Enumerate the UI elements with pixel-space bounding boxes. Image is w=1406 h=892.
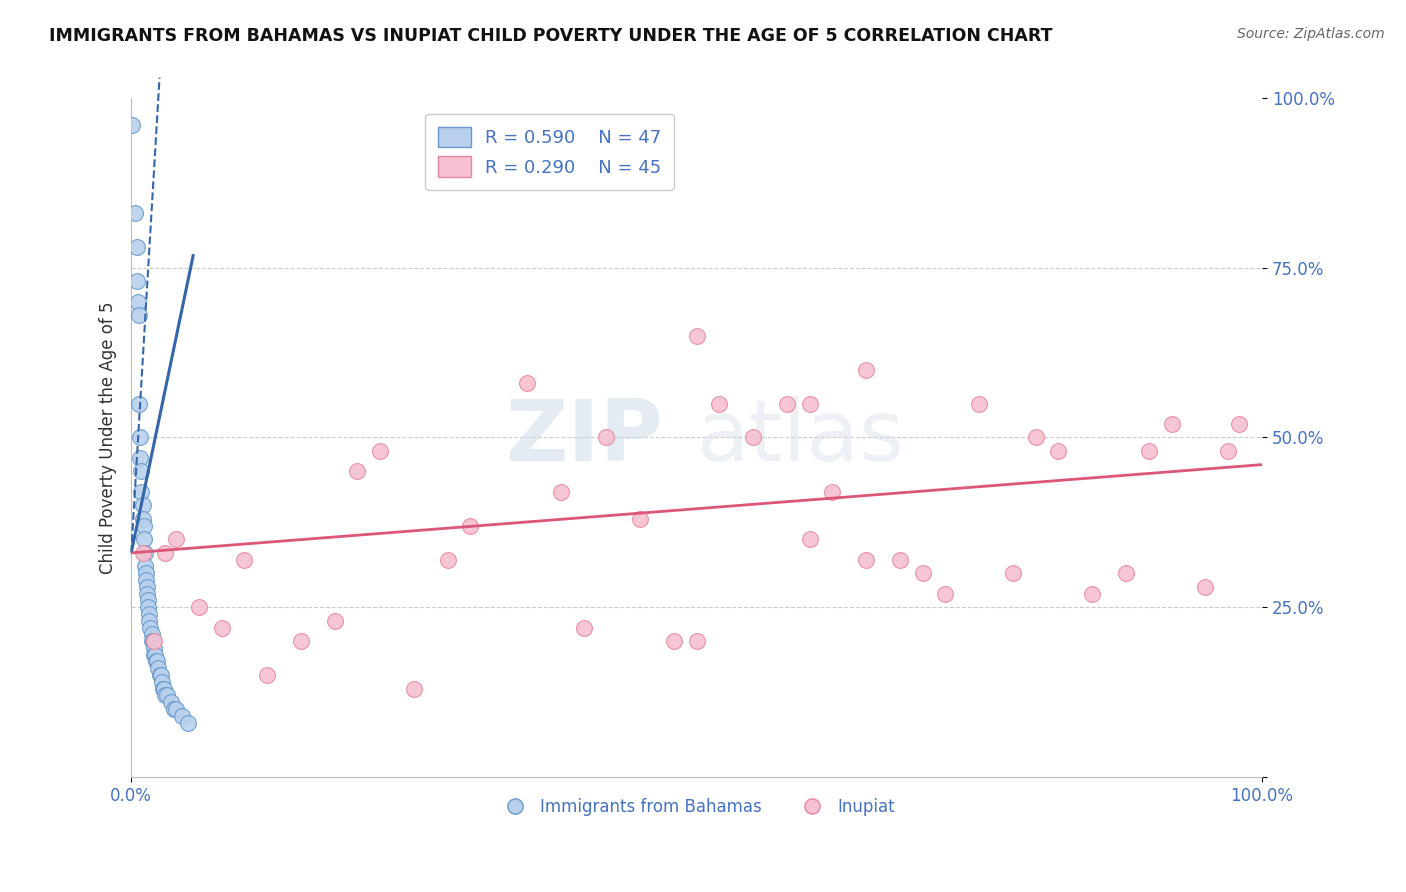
Point	[1025, 430, 1047, 444]
Point	[145, 655, 167, 669]
Point	[129, 430, 152, 444]
Point	[1229, 417, 1251, 431]
Point	[1216, 444, 1239, 458]
Point	[346, 464, 368, 478]
Point	[149, 668, 172, 682]
Point	[141, 627, 163, 641]
Point	[148, 668, 170, 682]
Point	[166, 702, 188, 716]
Point	[136, 586, 159, 600]
Point	[135, 566, 157, 581]
Point	[628, 512, 651, 526]
Point	[1137, 444, 1160, 458]
Point	[131, 484, 153, 499]
Point	[125, 240, 148, 254]
Point	[150, 674, 173, 689]
Point	[163, 702, 186, 716]
Point	[776, 396, 799, 410]
Point	[153, 689, 176, 703]
Point	[188, 600, 211, 615]
Point	[136, 593, 159, 607]
Point	[131, 464, 153, 478]
Point	[153, 681, 176, 696]
Point	[233, 552, 256, 566]
Point	[889, 552, 911, 566]
Point	[685, 328, 707, 343]
Point	[572, 621, 595, 635]
Point	[1115, 566, 1137, 581]
Point	[662, 634, 685, 648]
Point	[1160, 417, 1182, 431]
Point	[685, 634, 707, 648]
Point	[709, 396, 731, 410]
Point	[177, 715, 200, 730]
Point	[159, 695, 181, 709]
Point	[1194, 580, 1216, 594]
Point	[172, 708, 194, 723]
Point	[141, 634, 163, 648]
Text: ZIP: ZIP	[505, 396, 662, 479]
Point	[855, 552, 877, 566]
Text: IMMIGRANTS FROM BAHAMAS VS INUPIAT CHILD POVERTY UNDER THE AGE OF 5 CORRELATION : IMMIGRANTS FROM BAHAMAS VS INUPIAT CHILD…	[49, 27, 1053, 45]
Point	[132, 518, 155, 533]
Point	[131, 546, 153, 560]
Point	[148, 661, 170, 675]
Point	[153, 546, 176, 560]
Point	[125, 274, 148, 288]
Point	[368, 444, 391, 458]
Point	[742, 430, 765, 444]
Point	[595, 430, 617, 444]
Point	[969, 396, 991, 410]
Point	[437, 552, 460, 566]
Text: Source: ZipAtlas.com: Source: ZipAtlas.com	[1237, 27, 1385, 41]
Point	[934, 586, 956, 600]
Point	[134, 559, 156, 574]
Point	[129, 450, 152, 465]
Text: atlas: atlas	[696, 396, 904, 479]
Point	[124, 206, 146, 220]
Point	[402, 681, 425, 696]
Point	[323, 614, 346, 628]
Point	[136, 580, 159, 594]
Point	[290, 634, 312, 648]
Point	[131, 512, 153, 526]
Point	[142, 640, 165, 655]
Point	[132, 533, 155, 547]
Point	[135, 573, 157, 587]
Point	[136, 600, 159, 615]
Point	[152, 681, 174, 696]
Point	[799, 396, 821, 410]
Point	[550, 484, 572, 499]
Point	[139, 621, 162, 635]
Point	[855, 362, 877, 376]
Point	[156, 689, 179, 703]
Point	[146, 655, 169, 669]
Point	[121, 118, 143, 132]
Point	[142, 648, 165, 662]
Point	[143, 648, 166, 662]
Point	[131, 499, 153, 513]
Point	[799, 533, 821, 547]
Legend: Immigrants from Bahamas, Inupiat: Immigrants from Bahamas, Inupiat	[492, 791, 901, 822]
Point	[127, 294, 149, 309]
Y-axis label: Child Poverty Under the Age of 5: Child Poverty Under the Age of 5	[100, 301, 117, 574]
Point	[134, 546, 156, 560]
Point	[821, 484, 844, 499]
Point	[460, 518, 482, 533]
Point	[911, 566, 934, 581]
Point	[138, 607, 160, 621]
Point	[142, 634, 165, 648]
Point	[1081, 586, 1104, 600]
Point	[516, 376, 538, 391]
Point	[128, 396, 150, 410]
Point	[1047, 444, 1070, 458]
Point	[138, 614, 160, 628]
Point	[211, 621, 233, 635]
Point	[166, 533, 188, 547]
Point	[128, 308, 150, 322]
Point	[142, 634, 165, 648]
Point	[1002, 566, 1025, 581]
Point	[256, 668, 278, 682]
